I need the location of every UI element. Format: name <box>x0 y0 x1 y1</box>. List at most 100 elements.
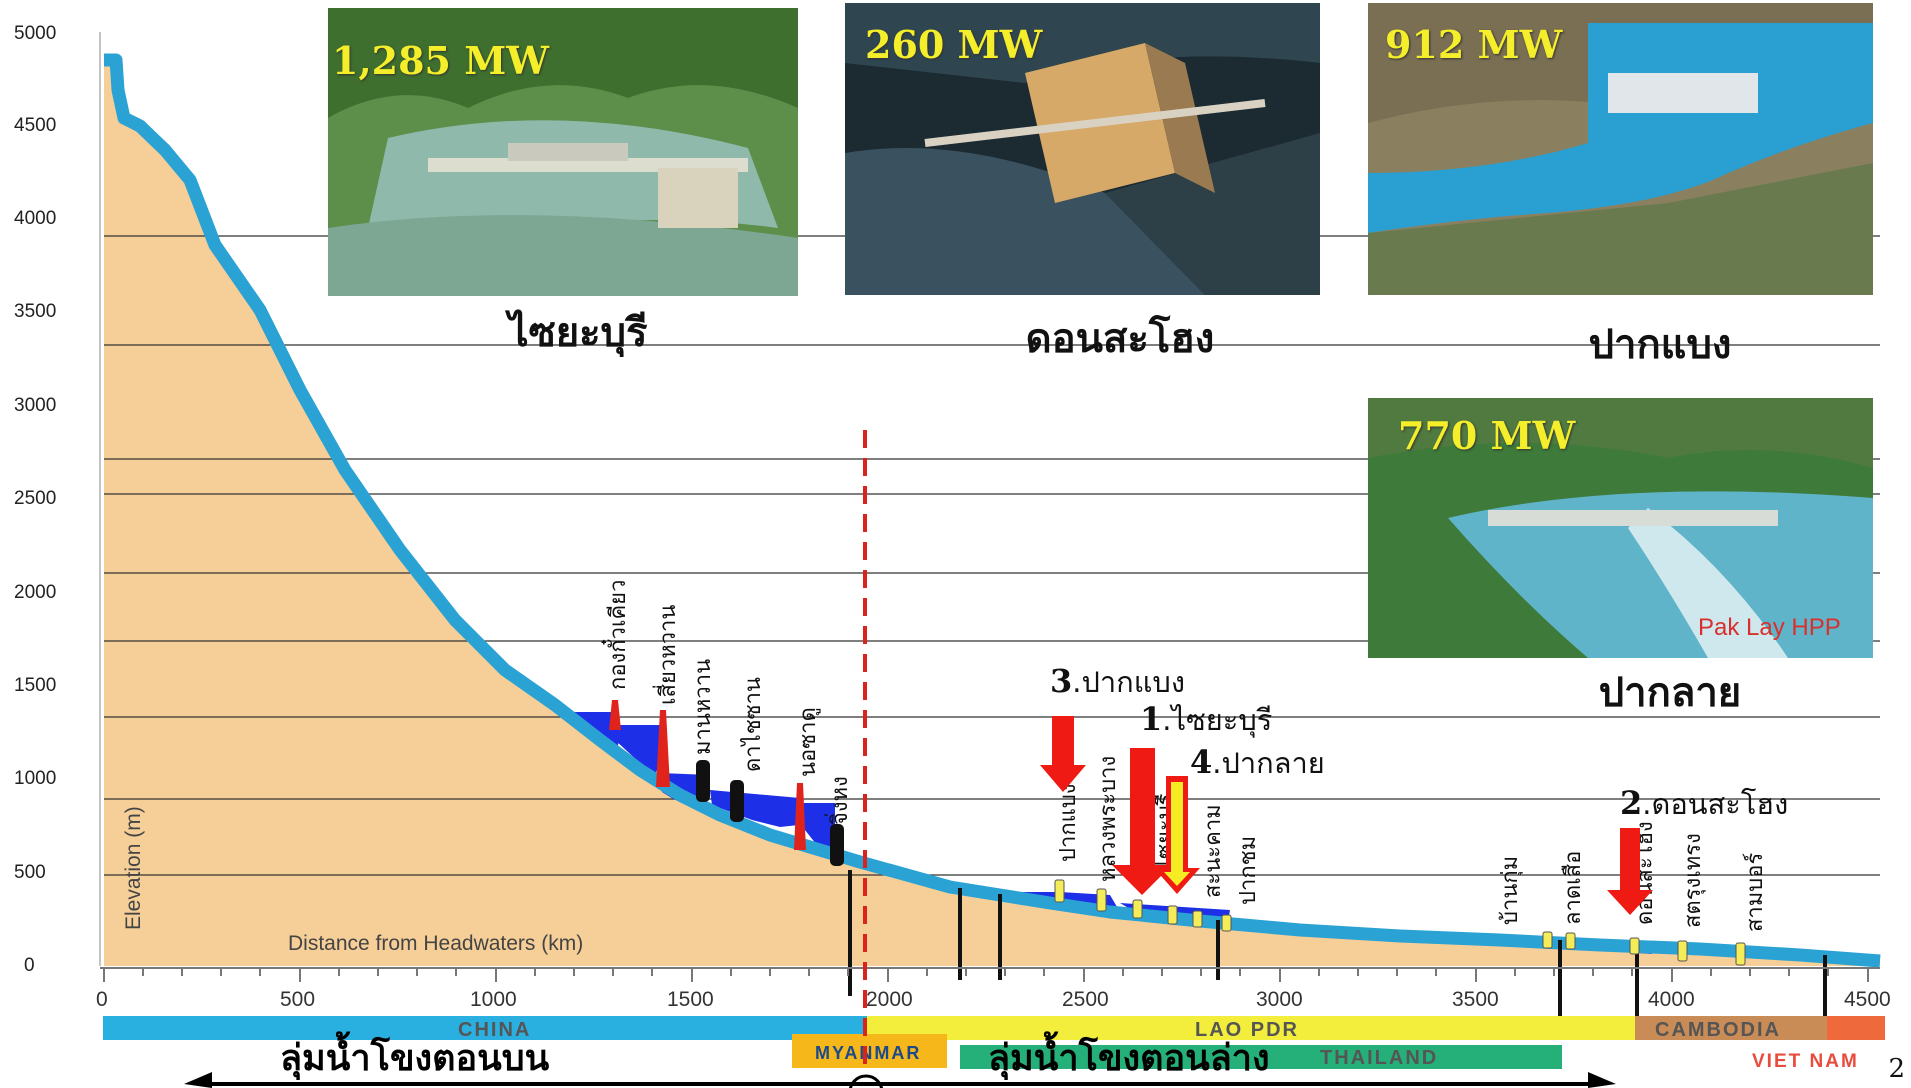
country-cambodia: CAMBODIA <box>1655 1019 1781 1041</box>
xayaburi-capacity: 1,285 MW <box>332 38 549 83</box>
country-china: CHINA <box>458 1019 531 1041</box>
x-tick: 3500 <box>1452 988 1499 1011</box>
dam-label: ปากแบง <box>1056 783 1081 862</box>
arrow-don-sahong <box>1607 828 1653 915</box>
y-tick: 1500 <box>14 675 56 696</box>
dam-marker-upper <box>794 783 806 850</box>
arrow-pak-lay-inner <box>1164 782 1190 886</box>
xayaburi-caption: ไซยะบุรี <box>508 310 648 356</box>
x-axis-title: Distance from Headwaters (km) <box>288 932 583 955</box>
y-tick: 2000 <box>14 582 56 603</box>
country-bars: CHINA LAO PDR CAMBODIA THAILAND MYANMAR … <box>103 1016 1885 1072</box>
dam-marker-lower <box>1167 905 1178 925</box>
dam-marker-lower <box>1132 899 1143 919</box>
x-axis: 0 500 1000 1500 2000 2500 3000 3500 4000… <box>96 967 1891 1011</box>
x-tick: 2000 <box>866 988 913 1011</box>
x-tick: 1000 <box>470 988 517 1011</box>
lower-dam-markers <box>1054 879 1746 966</box>
laos-bar <box>867 1016 1635 1040</box>
don-sahong-photo <box>845 3 1320 295</box>
dam-label: ดาไชซาน <box>740 677 766 772</box>
upper-dam-markers <box>609 700 844 866</box>
x-tick: 3000 <box>1256 988 1303 1011</box>
dam-marker-lower <box>1542 931 1553 949</box>
country-laos: LAO PDR <box>1195 1019 1299 1041</box>
upper-dam-labels: กองกั๋วเคียว เสี่ยวหวาน มานหวาน ดาไชซาน … <box>601 580 853 826</box>
callout-arrows <box>1040 716 1653 915</box>
dam-label: สามบอร์ <box>1743 853 1768 932</box>
river-markers <box>848 870 1827 1020</box>
x-tick: 1500 <box>667 988 714 1011</box>
dam-marker-lower <box>1629 937 1640 955</box>
thailand-bar <box>960 1045 1562 1069</box>
basin-arrow <box>184 1072 1616 1088</box>
pak-lay-tag: Pak Lay HPP <box>1698 614 1841 641</box>
callout-pak-beng: 3.ปากแบง <box>1050 662 1185 700</box>
arrow-pak-beng <box>1040 716 1086 792</box>
country-vietnam: VIET NAM <box>1752 1051 1859 1072</box>
dam-label: หลวงพระบาง <box>1096 756 1121 882</box>
country-myanmar: MYANMAR <box>815 1043 921 1063</box>
y-tick: 1000 <box>14 768 56 789</box>
x-tick: 2500 <box>1062 988 1109 1011</box>
dam-label: กองกั๋วเคียว <box>601 580 631 690</box>
callout-labels: 3.ปากแบง 1.ไซยะบุรี 4.ปากลาย 2.ดอนสะโฮง <box>1050 662 1788 822</box>
dam-label: บ้านกุ่ม <box>1498 856 1523 925</box>
pak-lay-caption: ปากลาย <box>1598 670 1742 716</box>
dam-marker-lower <box>1054 879 1065 903</box>
x-tick: 500 <box>280 988 315 1011</box>
arrow-xayaburi <box>1112 748 1172 895</box>
x-tick: 0 <box>96 988 108 1011</box>
x-tick: 4000 <box>1648 988 1695 1011</box>
dam-marker-lower <box>1565 932 1576 950</box>
y-tick: 3000 <box>14 395 56 416</box>
upper-basin-label: ลุ่มน้ำโขงตอนบน <box>280 1031 550 1081</box>
y-tick: 500 <box>14 862 46 883</box>
lower-basin-label: ลุ่มน้ำโขงตอนล่าง <box>988 1031 1270 1081</box>
dam-marker-existing <box>696 760 710 802</box>
pak-beng-photo <box>1368 3 1873 295</box>
y-tick: 0 <box>24 955 35 976</box>
cambodia-bar <box>1635 1016 1827 1040</box>
dam-label: ปากชม <box>1236 836 1261 905</box>
dam-marker-lower <box>1677 940 1688 962</box>
terrain-area <box>104 60 1880 966</box>
y-ticks: 5000 4500 4000 3500 3000 2500 2000 1500 … <box>14 23 101 976</box>
dam-marker-lower <box>1735 942 1746 966</box>
river-line <box>104 53 1881 968</box>
dam-label: เสี่ยวหวาน <box>652 605 681 705</box>
dam-label: จิ่งหง <box>824 776 853 825</box>
dam-marker-lower <box>1221 914 1232 932</box>
y-tick: 2500 <box>14 488 56 509</box>
china-bar <box>103 1016 867 1040</box>
dam-marker-lower <box>1096 888 1107 912</box>
don-sahong-capacity: 260 MW <box>865 22 1043 67</box>
dam-label: สะนะคาม <box>1201 804 1226 898</box>
dam-marker-existing <box>830 824 844 866</box>
y-tick: 4000 <box>14 208 56 229</box>
myanmar-bar <box>792 1034 947 1068</box>
dam-label: สตรุงเทรง <box>1681 833 1706 928</box>
dam-label: นอซาดู <box>796 707 821 777</box>
callout-xayaburi: 1.ไซยะบุรี <box>1140 700 1272 738</box>
y-tick: 3500 <box>14 301 56 322</box>
pak-lay-capacity: 770 MW <box>1398 413 1576 458</box>
y-axis-title: Elevation (m) <box>122 806 145 930</box>
page-number: 2 <box>1888 1054 1905 1084</box>
y-tick: 4500 <box>14 115 56 136</box>
dam-marker-upper <box>656 710 670 787</box>
dam-marker-lower <box>1192 910 1203 928</box>
dam-marker-upper <box>609 700 621 730</box>
dam-label: มานหวาน <box>691 659 716 755</box>
pak-beng-caption: ปากแบง <box>1588 322 1732 368</box>
y-tick: 5000 <box>14 23 56 44</box>
pak-beng-capacity: 912 MW <box>1385 22 1563 67</box>
lower-dam-labels: ปากแบง หลวงพระบาง ไซยะบุรี สะนะคาม ปากชม… <box>1056 756 1768 932</box>
x-tick: 4500 <box>1844 988 1891 1011</box>
dam-label: ลาดเสือ <box>1561 851 1586 925</box>
xayaburi-photo <box>328 8 798 296</box>
vietnam-bar <box>1827 1016 1885 1040</box>
callout-pak-lay: 4.ปากลาย <box>1190 743 1325 781</box>
dam-marker-existing <box>730 780 744 822</box>
country-thailand: THAILAND <box>1320 1047 1438 1069</box>
